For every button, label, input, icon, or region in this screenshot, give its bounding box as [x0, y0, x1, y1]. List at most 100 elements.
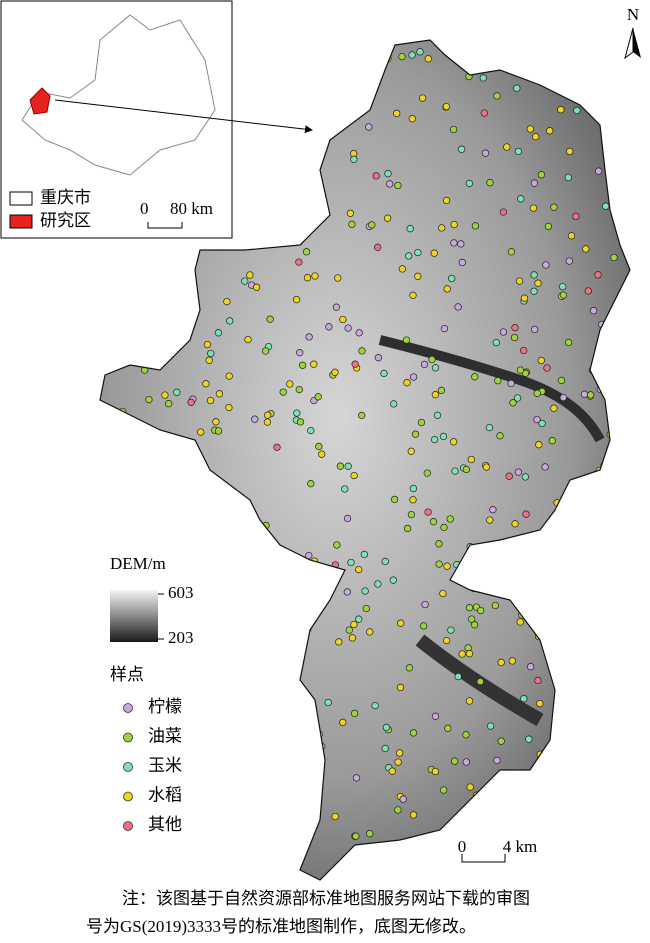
sample-point [212, 730, 220, 738]
sample-point [234, 80, 242, 88]
sample-point [374, 354, 383, 362]
sample-point [241, 277, 249, 285]
dem-legend-title: DEM/m [110, 554, 166, 573]
sample-point [240, 99, 248, 108]
sample-point [189, 244, 197, 252]
sample-point [100, 270, 107, 278]
sample-point [620, 378, 628, 387]
sample-point [143, 461, 151, 469]
sample-point [339, 718, 347, 727]
sample-point [350, 471, 358, 480]
sample-point [492, 338, 500, 347]
sample-point [624, 584, 630, 593]
sample-point [344, 462, 352, 470]
sample-point [541, 463, 549, 471]
sample-point [101, 299, 109, 307]
sample-point [477, 824, 486, 832]
sample-point [118, 243, 126, 251]
sample-point [582, 245, 590, 253]
sample-point [225, 372, 233, 380]
sample-point [303, 118, 311, 127]
sample-point [362, 604, 370, 613]
sample-point [566, 557, 574, 566]
sample-point [442, 196, 451, 205]
sample-point [420, 360, 429, 369]
sample-point [536, 699, 544, 708]
sample-point [465, 650, 474, 658]
sample-point [145, 395, 153, 404]
legend-dot [123, 703, 133, 713]
sample-point [522, 589, 531, 598]
sample-point [566, 634, 574, 642]
sample-point [295, 760, 303, 768]
sample-point [610, 809, 619, 817]
sample-point [215, 390, 224, 398]
sample-point [259, 191, 268, 199]
sample-point [197, 428, 205, 436]
sample-point [110, 297, 118, 305]
sample-point [576, 528, 584, 537]
sample-point [138, 263, 146, 271]
sample-point [586, 391, 595, 399]
sample-point [212, 418, 220, 426]
sample-point [617, 559, 625, 568]
sample-point [232, 616, 240, 624]
sample-point [621, 678, 630, 686]
sample-point [586, 50, 594, 59]
sample-point [343, 588, 351, 596]
sample-point [545, 551, 553, 560]
sample-point [235, 210, 244, 218]
sample-point [388, 767, 396, 775]
sample-point [266, 584, 274, 592]
sample-point [331, 368, 339, 376]
sample-point [467, 455, 475, 464]
sample-point [454, 303, 462, 311]
sample-point [513, 84, 521, 92]
sample-point [625, 175, 630, 183]
sample-point [286, 380, 294, 388]
sample-point [509, 399, 517, 407]
sample-point [267, 127, 276, 136]
sample-point [471, 373, 479, 381]
sample-point [183, 464, 192, 473]
sample-point [514, 586, 522, 594]
sample-point [357, 73, 365, 81]
sample-point [489, 57, 498, 66]
sample-point [368, 74, 377, 82]
sample-point [100, 643, 108, 652]
sample-point [586, 85, 594, 93]
sample-point [522, 510, 530, 518]
sample-point [209, 582, 217, 590]
sample-point [514, 468, 523, 476]
sample-point [273, 443, 281, 451]
sample-point [398, 52, 406, 61]
sample-point [530, 796, 539, 805]
sample-point [450, 239, 458, 247]
sample-point [188, 651, 196, 660]
sample-point [521, 369, 530, 377]
sample-point [338, 67, 346, 76]
sample-point [368, 221, 376, 229]
sample-point [592, 665, 600, 674]
sample-point [406, 225, 414, 233]
valley [415, 634, 544, 727]
sample-point [411, 430, 420, 438]
sample-point [580, 390, 589, 398]
legend-dot [123, 732, 133, 743]
sample-point [498, 570, 506, 578]
sample-point [158, 511, 166, 519]
sample-point [358, 347, 366, 355]
sample-point [226, 317, 234, 325]
sample-point [173, 495, 182, 503]
sample-point [548, 437, 556, 445]
sample-point [278, 715, 286, 723]
sample-point [380, 369, 388, 378]
sample-point [440, 324, 449, 333]
sample-point [517, 195, 525, 203]
sample-point [157, 688, 165, 697]
sample-point [521, 473, 530, 481]
sample-point [440, 523, 448, 532]
sample-point [420, 622, 428, 630]
sample-point [470, 621, 479, 629]
sample-point [547, 53, 555, 62]
